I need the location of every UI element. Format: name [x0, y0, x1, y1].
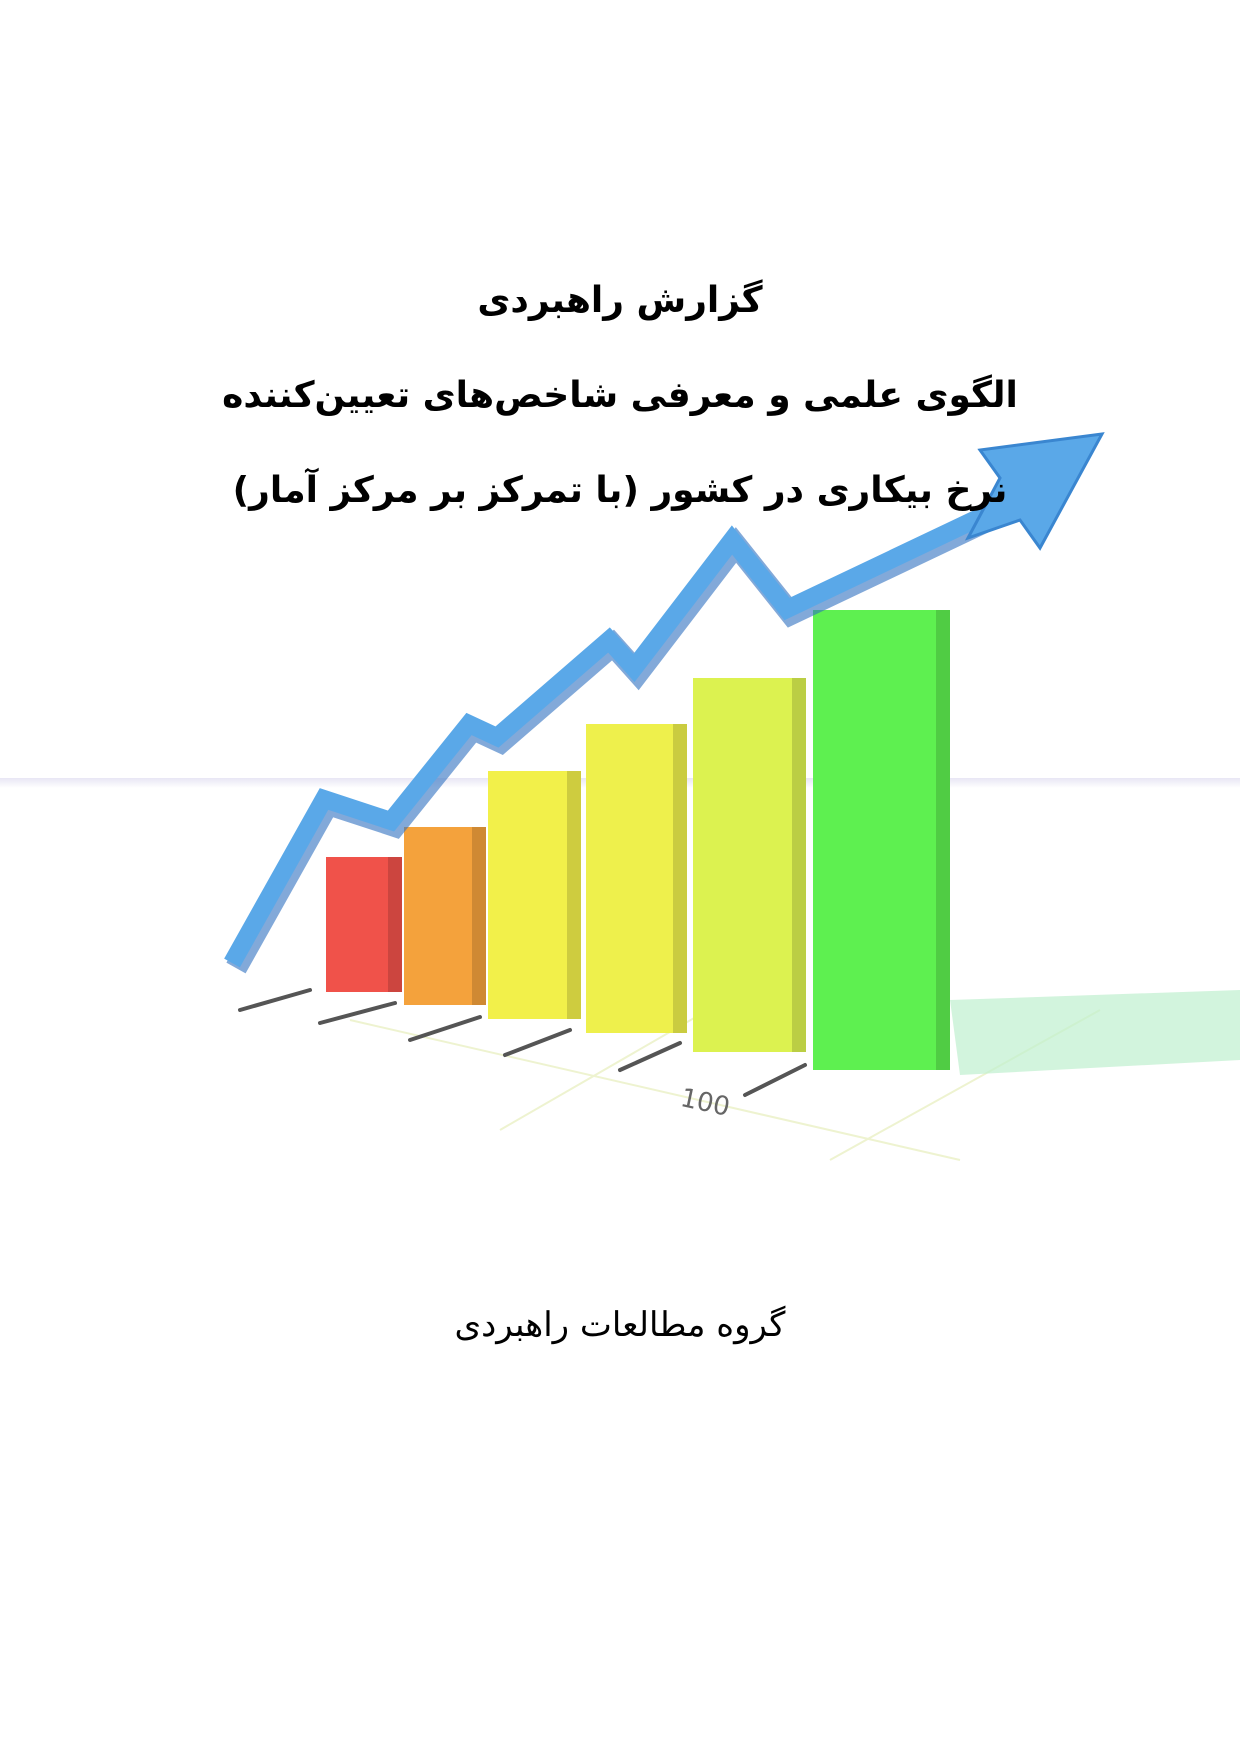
bar-4: [586, 724, 687, 1033]
bar-5: [693, 678, 806, 1052]
bar-side-4: [673, 724, 687, 1033]
axis-tick: [238, 988, 312, 1012]
axis-tick: [743, 1063, 807, 1097]
bar-side-6: [936, 610, 950, 1070]
axis-tick: [318, 1001, 397, 1025]
report-title-line-2: نرخ بیکاری در کشور (با تمرکز بر مرکز آما…: [232, 470, 1008, 511]
publisher-name: گروه مطالعات راهبردی: [454, 1305, 786, 1345]
axis-tick: [503, 1028, 572, 1057]
axis-ticks: [238, 988, 807, 1097]
trend-arrow-icon: [224, 432, 1105, 974]
report-title-line-1: الگوی علمی و معرفی شاخص‌های تعیین‌کننده: [222, 375, 1018, 416]
axis-tick: [408, 1015, 482, 1042]
axis-label-100: 100: [678, 1083, 733, 1123]
bar-3: [488, 771, 581, 1019]
axis-tick: [618, 1041, 682, 1072]
bar-side-2: [472, 827, 486, 1005]
bar-1: [326, 857, 402, 992]
bar-shadow: [950, 990, 1240, 1075]
bar-2: [404, 827, 486, 1005]
report-type-heading: گزارش راهبردی: [477, 280, 763, 321]
bar-group: [326, 610, 950, 1070]
bar-side-1: [388, 857, 402, 992]
bar-side-5: [792, 678, 806, 1052]
bar-side-3: [567, 771, 581, 1019]
bar-6: [813, 610, 950, 1070]
